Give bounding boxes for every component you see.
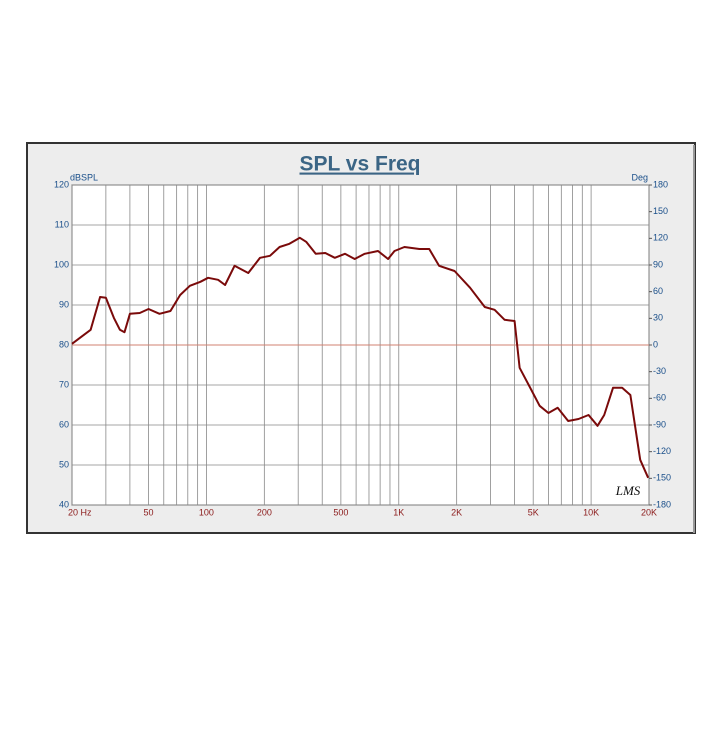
y-tick-label: 100: [54, 259, 69, 269]
y2-tick-label: 0: [653, 339, 658, 349]
logo: LMS: [615, 483, 641, 498]
x-tick-label: 10K: [583, 507, 599, 517]
x-tick-label: 5K: [528, 507, 539, 517]
y2-tick-label: -90: [653, 419, 666, 429]
y2-tick-label: -180: [653, 499, 671, 509]
y2-tick-label: 180: [653, 179, 668, 189]
y2-tick-label: 120: [653, 233, 668, 243]
x-tick-label: 1K: [393, 507, 404, 517]
spl-line: [71, 236, 650, 479]
y-axis-label: dBSPL: [70, 172, 98, 182]
y-tick-label: 110: [55, 219, 69, 229]
y-tick-label: 120: [54, 179, 69, 189]
chart-title: SPL vs Freq: [300, 153, 421, 176]
y2-tick-label: 30: [653, 313, 663, 323]
y-tick-label: 90: [59, 299, 69, 309]
y-tick-label: 40: [59, 499, 69, 509]
x-tick-label: 20K: [641, 507, 657, 517]
x-tick-label: 200: [257, 507, 272, 517]
y2-tick-label: -120: [653, 446, 671, 456]
y-tick-label: 60: [59, 419, 69, 429]
y2-tick-label: 90: [653, 259, 663, 269]
x-tick-label: 100: [199, 507, 214, 517]
y2-tick-label: -30: [653, 366, 666, 376]
y-tick-label: 50: [59, 459, 69, 469]
x-tick-label: 500: [333, 507, 348, 517]
y-tick-label: 80: [59, 339, 69, 349]
x-tick-label: 50: [144, 507, 154, 517]
y2-axis-label: Deg: [631, 172, 648, 182]
x-tick-label: 20 Hz: [68, 507, 92, 517]
y-tick-label: 70: [59, 379, 69, 389]
y2-tick-label: -60: [653, 393, 666, 403]
y2-tick-label: 60: [653, 286, 663, 296]
y2-tick-label: -150: [653, 473, 671, 483]
y2-tick-label: 150: [653, 206, 668, 216]
x-tick-label: 2K: [451, 507, 462, 517]
